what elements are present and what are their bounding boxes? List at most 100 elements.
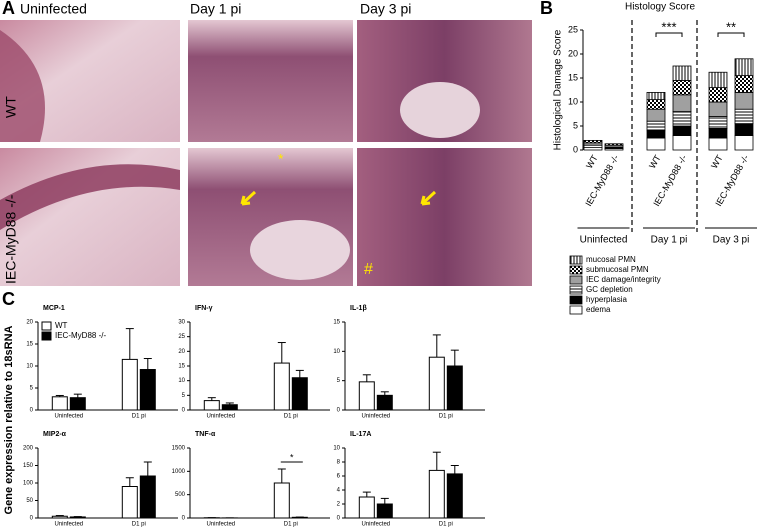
y-tick-label: 25 bbox=[568, 24, 578, 34]
y-tick-label: 100 bbox=[23, 481, 34, 487]
bar-segment bbox=[604, 143, 624, 146]
y-tick-label: 6 bbox=[337, 474, 341, 480]
bar-segment bbox=[646, 130, 666, 139]
legend-label: edema bbox=[586, 305, 611, 314]
y-tick-label: 0 bbox=[337, 516, 341, 522]
legend-label: mucosal PMN bbox=[586, 255, 636, 264]
column-title: Day 3 pi bbox=[360, 1, 411, 17]
chart-title: IL-17A bbox=[350, 431, 371, 438]
tissue-image bbox=[357, 148, 532, 286]
bar-segment bbox=[672, 94, 692, 113]
bar bbox=[291, 377, 308, 411]
bar-segment bbox=[646, 99, 666, 110]
legend-label: hyperplasia bbox=[586, 295, 627, 304]
bar-segment bbox=[708, 127, 728, 139]
panel-label: C bbox=[2, 289, 15, 309]
marker: # bbox=[364, 261, 373, 278]
y-tick-label: 1000 bbox=[172, 469, 186, 475]
bar-segment bbox=[672, 135, 692, 151]
y-tick-label: 8 bbox=[337, 460, 341, 466]
significance-bracket bbox=[717, 32, 745, 37]
bar bbox=[446, 365, 463, 411]
y-tick-label: 15 bbox=[178, 364, 185, 370]
marker: * bbox=[278, 151, 284, 167]
column-title: Uninfected bbox=[20, 1, 87, 17]
bar bbox=[139, 369, 156, 411]
tissue-shape bbox=[0, 30, 45, 142]
bar-segment bbox=[646, 137, 666, 151]
bar-segment bbox=[672, 80, 692, 96]
x-tick-label: WT bbox=[647, 153, 663, 171]
y-tick-label: 25 bbox=[178, 334, 185, 340]
column-title: Day 1 pi bbox=[190, 1, 241, 17]
y-tick-label: 15 bbox=[568, 72, 578, 82]
x-tick-label: Uninfected bbox=[54, 522, 83, 528]
legend-swatch bbox=[41, 331, 52, 341]
y-tick-label: 20 bbox=[568, 48, 578, 58]
x-tick-label: Uninfected bbox=[361, 522, 390, 528]
y-tick-label: 30 bbox=[178, 320, 185, 326]
y-tick-label: 4 bbox=[337, 488, 341, 494]
bar bbox=[221, 404, 238, 411]
significance-label: *** bbox=[661, 19, 676, 34]
y-tick-label: 10 bbox=[568, 96, 578, 106]
bar-segment bbox=[646, 108, 666, 122]
group-label: Day 1 pi bbox=[651, 235, 688, 246]
chart-title: TNF-α bbox=[195, 431, 216, 438]
bar bbox=[428, 356, 445, 411]
bar-segment bbox=[646, 120, 666, 132]
bar-segment bbox=[734, 92, 754, 110]
y-axis-label: Gene expression relative to 18sRNA bbox=[3, 325, 15, 514]
bar bbox=[51, 515, 68, 519]
arrow bbox=[420, 190, 437, 206]
bar-segment bbox=[734, 75, 754, 93]
x-tick-label: D1 pi bbox=[284, 522, 298, 528]
x-tick-label: D1 pi bbox=[132, 414, 146, 420]
group-label: Uninfected bbox=[580, 235, 628, 246]
bar bbox=[121, 486, 138, 519]
tissue-image bbox=[188, 20, 353, 142]
bar bbox=[273, 362, 290, 411]
x-tick-label: D1 pi bbox=[284, 414, 298, 420]
legend-label: IEC damage/integrity bbox=[586, 275, 661, 284]
y-tick-label: 150 bbox=[23, 463, 34, 469]
bar bbox=[139, 475, 156, 519]
row-label: WT bbox=[3, 96, 19, 118]
y-tick-label: 5 bbox=[573, 120, 578, 130]
legend-swatch bbox=[569, 275, 583, 285]
bar bbox=[376, 503, 393, 519]
y-tick-label: 0 bbox=[337, 408, 341, 414]
legend-swatch bbox=[569, 285, 583, 295]
bar bbox=[51, 396, 68, 411]
y-tick-label: 10 bbox=[333, 446, 340, 452]
bar bbox=[446, 473, 463, 519]
significance-label: ** bbox=[726, 19, 736, 34]
chart-title: Histology Score bbox=[625, 2, 695, 13]
legend-swatch bbox=[569, 255, 583, 265]
bar bbox=[291, 516, 308, 519]
x-tick-label: D1 pi bbox=[439, 522, 453, 528]
y-tick-label: 20 bbox=[178, 349, 185, 355]
bar-segment bbox=[646, 92, 666, 101]
bar-segment bbox=[708, 101, 728, 117]
x-tick-label: Uninfected bbox=[206, 522, 235, 528]
bar-segment bbox=[708, 137, 728, 151]
y-tick-label: 1500 bbox=[172, 446, 186, 452]
y-tick-label: 2 bbox=[337, 502, 341, 508]
legend-label: IEC-MyD88 -/- bbox=[55, 331, 106, 340]
legend-swatch bbox=[569, 265, 583, 275]
chart-title: IFN-γ bbox=[195, 305, 213, 312]
panel-label: B bbox=[540, 0, 553, 18]
chart-title: MIP2-α bbox=[43, 431, 67, 438]
chart-title: MCP-1 bbox=[43, 305, 65, 312]
y-tick-label: 15 bbox=[333, 320, 340, 326]
group-label: Day 3 pi bbox=[713, 235, 750, 246]
x-tick-label: WT bbox=[709, 153, 725, 171]
significance-bracket bbox=[655, 32, 683, 37]
y-tick-label: 10 bbox=[333, 349, 340, 355]
bar-segment bbox=[734, 135, 754, 151]
y-tick-label: 0 bbox=[182, 516, 186, 522]
significance-label: * bbox=[290, 452, 294, 462]
row-label: IEC-MyD88 -/- bbox=[3, 194, 19, 284]
y-tick-label: 15 bbox=[26, 342, 33, 348]
